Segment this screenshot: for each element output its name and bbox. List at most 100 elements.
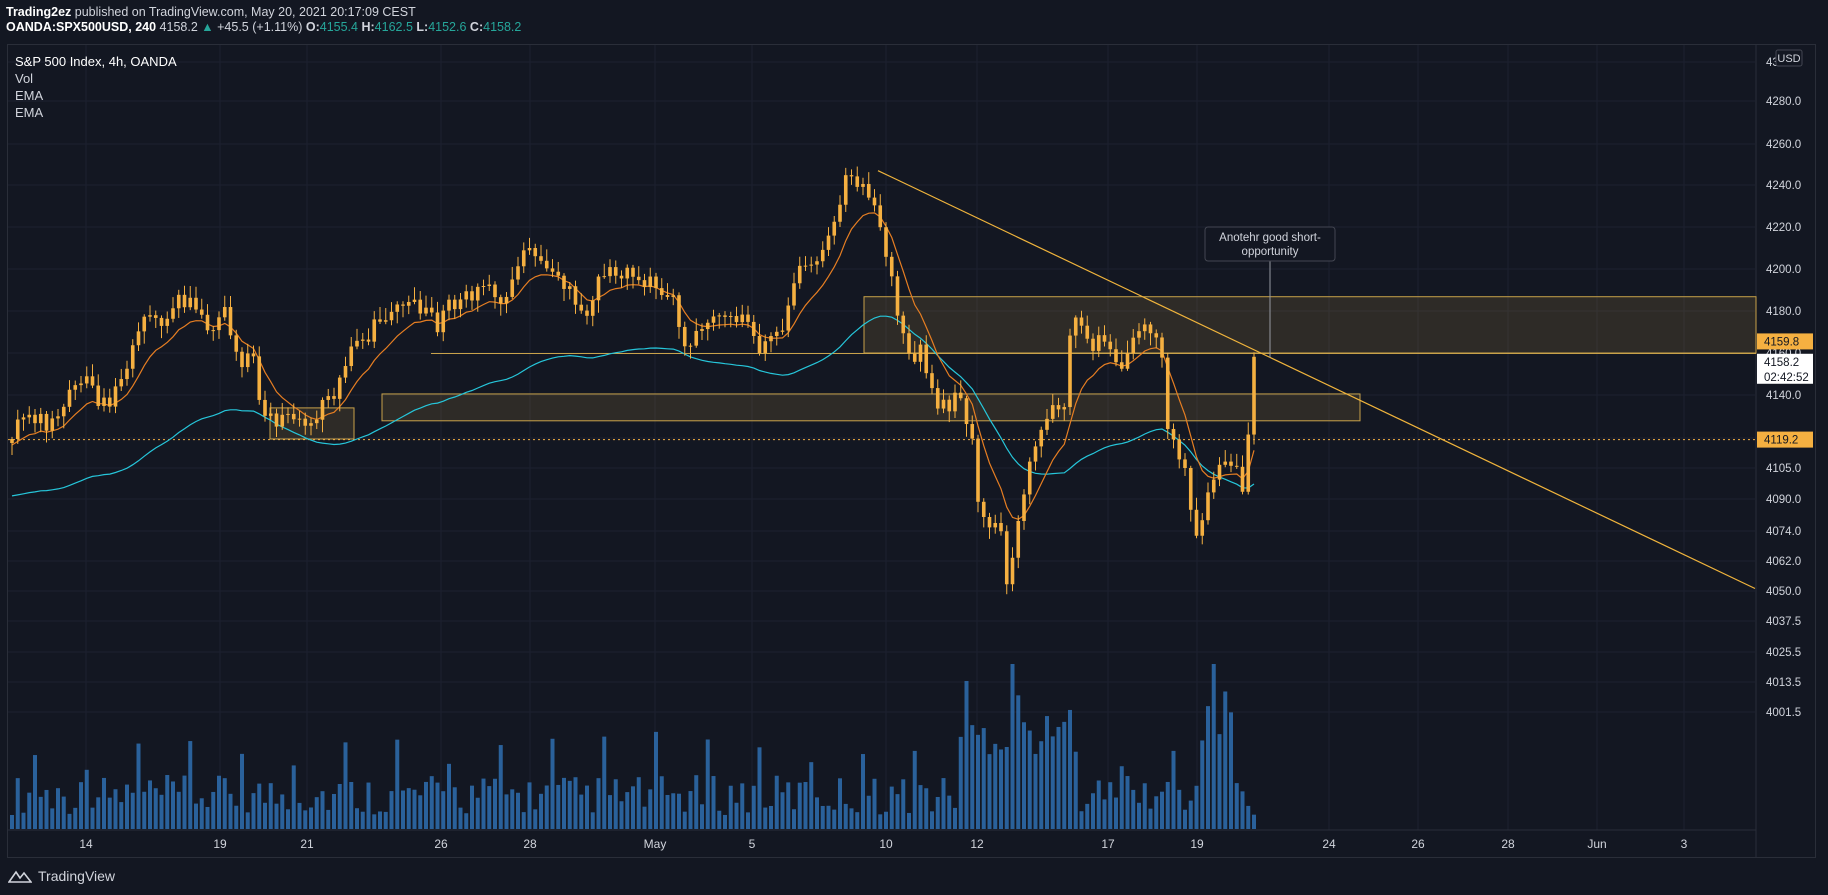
candle-body xyxy=(159,317,164,326)
candle-body xyxy=(682,326,687,347)
volume-bar xyxy=(947,795,952,829)
candle-body xyxy=(1211,479,1216,493)
candle-body xyxy=(1137,331,1141,338)
volume-bar xyxy=(470,785,474,829)
volume-bar xyxy=(320,791,325,829)
volume-bar xyxy=(280,794,285,829)
legend-item-ema-fast[interactable]: EMA xyxy=(15,88,44,103)
resistance-zone xyxy=(863,296,1757,354)
candle-body xyxy=(1177,439,1182,460)
volume-bar xyxy=(1217,734,1222,829)
candle-body xyxy=(872,197,877,206)
volume-bar xyxy=(1045,716,1049,829)
candle-body xyxy=(176,294,181,309)
volume-bar xyxy=(447,763,451,829)
candle-body xyxy=(1148,324,1153,334)
volume-bar xyxy=(67,813,72,829)
volume-bar xyxy=(424,781,428,829)
time-tick-label: 26 xyxy=(1411,837,1425,851)
volume-bar xyxy=(976,734,980,829)
candle-body xyxy=(832,221,837,236)
volume-bar xyxy=(366,782,371,829)
volume-bar xyxy=(1188,800,1193,829)
volume-bar xyxy=(33,755,37,829)
volume-bar xyxy=(1252,814,1256,829)
candle-body xyxy=(274,413,279,427)
candle-body xyxy=(211,330,216,332)
candle-body xyxy=(1125,353,1130,369)
candle-body xyxy=(148,315,152,317)
volume-bar xyxy=(878,814,883,829)
price-tick-label: 4050.0 xyxy=(1766,586,1801,598)
candle-body xyxy=(291,413,296,420)
volume-bar xyxy=(372,814,377,829)
volume-bar xyxy=(15,778,20,829)
legend-item-ema-slow[interactable]: EMA xyxy=(15,105,44,120)
volume-bar xyxy=(56,788,60,829)
candle-body xyxy=(613,267,618,276)
candle-body xyxy=(636,276,641,281)
price-tag-upper-bg xyxy=(1757,333,1813,350)
candle-body xyxy=(1240,466,1245,492)
candle-body xyxy=(930,373,934,389)
candle-body xyxy=(895,276,900,316)
volume-bar xyxy=(1142,783,1147,829)
publisher-name[interactable]: Trading2ez xyxy=(6,5,72,19)
candle-body xyxy=(964,398,969,425)
candle-body xyxy=(119,379,124,387)
volume-bar xyxy=(855,812,860,829)
legend-item-vol[interactable]: Vol xyxy=(15,71,34,86)
volume-bar xyxy=(1194,785,1199,829)
volume-bar xyxy=(1200,740,1205,829)
candle-body xyxy=(406,301,411,306)
candle-body xyxy=(1085,325,1090,339)
candle-body xyxy=(429,307,434,313)
volume-bar xyxy=(734,802,739,829)
volume-bar xyxy=(1177,789,1182,829)
candle-body xyxy=(113,386,118,407)
candle-body xyxy=(470,291,474,301)
candle-body xyxy=(878,205,883,228)
volume-bar xyxy=(102,777,106,829)
volume-bar xyxy=(90,807,95,829)
annotation-text: Anotehr good short- xyxy=(1219,232,1321,244)
high-label: H: xyxy=(361,20,375,34)
candle-body xyxy=(976,438,980,502)
volume-bar xyxy=(182,775,187,829)
volume-bar xyxy=(654,731,658,829)
volume-bar xyxy=(1050,736,1055,829)
volume-bar xyxy=(498,745,503,829)
candle-body xyxy=(826,235,831,250)
brand-label[interactable]: TradingView xyxy=(38,868,116,884)
price-tick-label: 4062.0 xyxy=(1766,556,1801,568)
candle-body xyxy=(694,330,699,346)
price-tick-label: 4200.0 xyxy=(1766,264,1801,276)
candle-body xyxy=(1033,446,1038,462)
candle-body xyxy=(1160,337,1164,358)
volume-bar xyxy=(723,814,727,829)
candle-body xyxy=(935,388,940,409)
volume-bar xyxy=(665,794,670,829)
candle-body xyxy=(182,294,187,308)
candle-body xyxy=(751,321,756,336)
volume-bar xyxy=(487,786,492,829)
candle-body xyxy=(654,276,658,289)
volume-bar xyxy=(10,815,14,829)
legend-title[interactable]: S&P 500 Index, 4h, OANDA xyxy=(15,54,177,69)
volume-bar xyxy=(1148,808,1153,829)
candle-body xyxy=(1062,407,1067,410)
volume-bar xyxy=(1125,776,1130,829)
volume-bar xyxy=(809,762,814,829)
volume-bar xyxy=(1062,721,1067,829)
candle-body xyxy=(228,307,233,336)
currency-badge xyxy=(1775,49,1803,67)
volume-bar xyxy=(475,797,480,829)
chart-frame[interactable] xyxy=(7,44,1816,858)
candle-body xyxy=(487,284,492,287)
volume-bar xyxy=(1096,780,1101,829)
candle-body xyxy=(504,296,509,304)
volume-bar xyxy=(245,812,250,829)
volume-bar xyxy=(153,788,158,829)
candle-body xyxy=(642,280,647,288)
